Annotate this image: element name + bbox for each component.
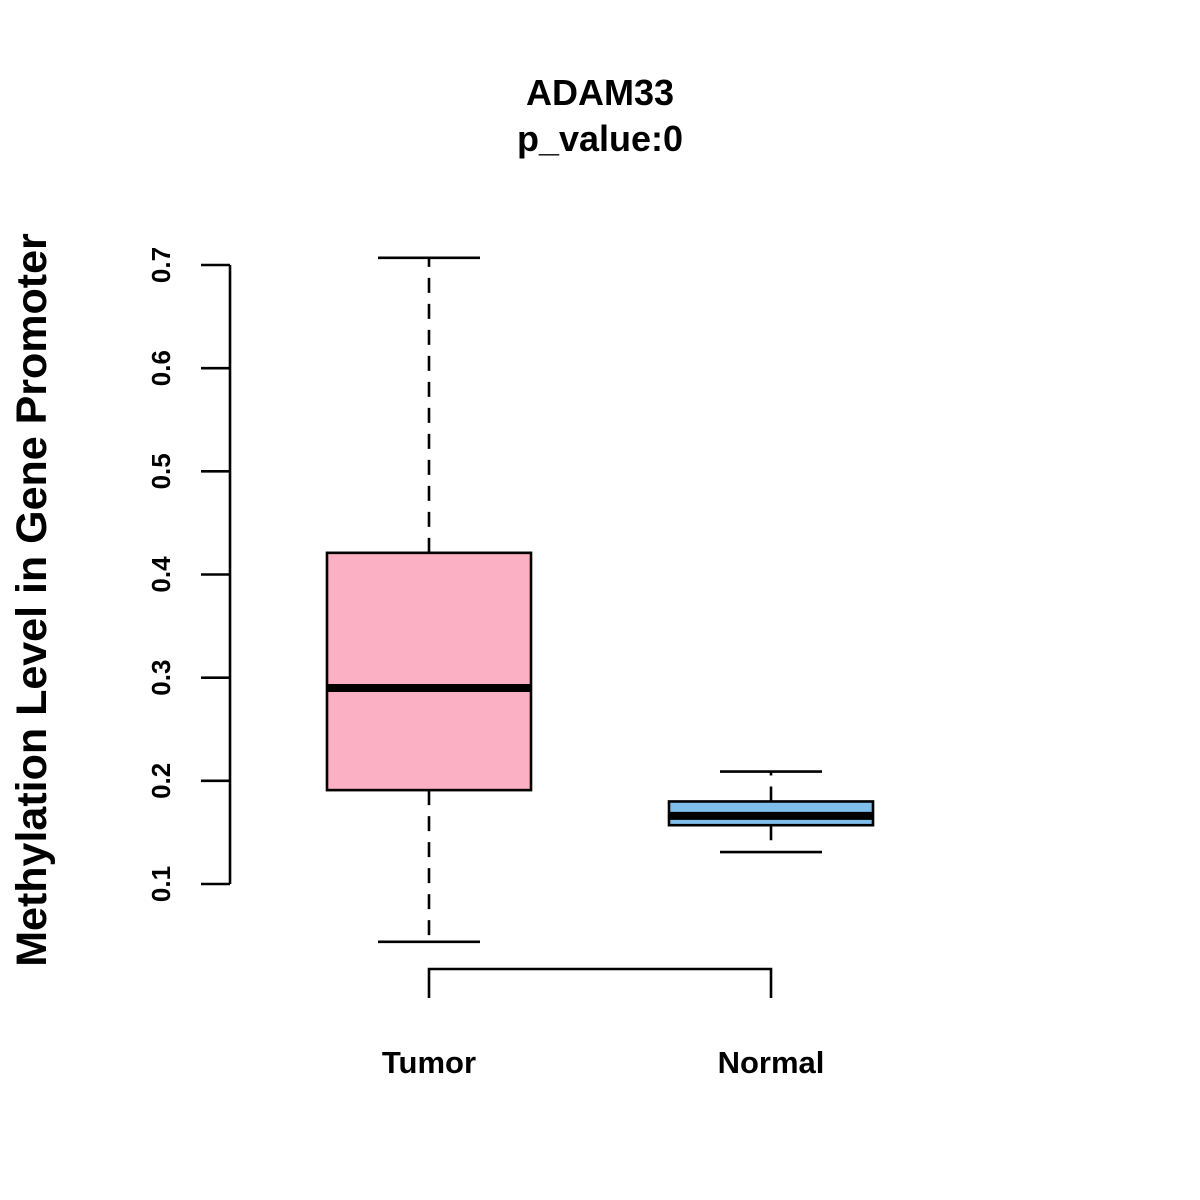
chart-title: ADAM33	[526, 72, 674, 113]
y-tick-label: 0.2	[146, 763, 176, 799]
comparison-bracket	[427, 967, 773, 998]
y-tick-label: 0.7	[146, 247, 176, 283]
y-tick-label: 0.3	[146, 660, 176, 696]
y-tick-label: 0.6	[146, 350, 176, 386]
x-category-labels: Tumor Normal	[382, 1045, 824, 1080]
chart-subtitle: p_value:0	[517, 118, 683, 159]
x-category-label: Normal	[718, 1045, 825, 1080]
y-tick-label: 0.5	[146, 453, 176, 489]
box-iqr-rect	[325, 551, 533, 792]
boxes-group	[325, 256, 875, 944]
box-tumor	[325, 256, 533, 944]
y-tick-label: 0.1	[146, 866, 176, 902]
y-axis-label: Methylation Level in Gene Promoter	[8, 233, 56, 967]
y-axis: 0.1 0.2 0.3 0.4 0.5 0.6 0.7	[146, 247, 232, 902]
x-category-label: Tumor	[382, 1045, 476, 1080]
comparison-bracket-group	[427, 967, 773, 998]
box-normal	[667, 770, 875, 854]
y-tick-label: 0.4	[146, 556, 176, 593]
